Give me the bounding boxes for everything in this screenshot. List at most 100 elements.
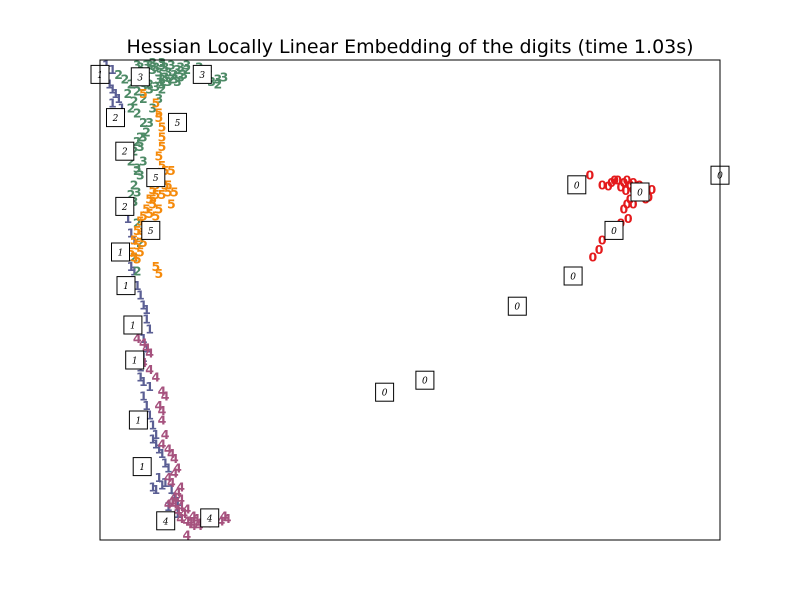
digit-point-0: 0	[616, 180, 625, 195]
thumbnail-frame	[115, 196, 135, 216]
digit-point-3: 3	[161, 69, 170, 84]
digit-point-5: 5	[158, 158, 167, 173]
digit-point-3: 3	[170, 72, 179, 87]
thumbnail-digit: 1	[139, 463, 145, 473]
digit-point-5: 5	[158, 120, 167, 135]
digit-point-4: 4	[151, 369, 160, 384]
digit-point-5: 5	[170, 185, 179, 200]
digit-point-1: 1	[158, 477, 167, 492]
digit-point-5: 5	[136, 228, 145, 243]
digit-point-3: 3	[176, 60, 185, 75]
digit-point-1: 1	[102, 57, 111, 72]
digit-point-4: 4	[195, 518, 204, 533]
digit-point-0: 0	[610, 173, 619, 188]
digit-point-4: 4	[142, 341, 151, 356]
digit-point-5: 5	[130, 233, 139, 248]
digit-point-4: 4	[173, 485, 182, 500]
digit-thumbnail: 2	[115, 141, 135, 161]
digit-point-1: 1	[142, 398, 151, 413]
digit-point-3: 3	[145, 81, 154, 96]
digit-point-5: 5	[133, 252, 142, 267]
digit-point-0: 0	[623, 173, 632, 188]
digit-point-2: 2	[182, 62, 191, 77]
thumbnail-frame	[115, 141, 135, 161]
digit-point-1: 1	[130, 264, 139, 279]
digit-point-3: 3	[158, 72, 167, 87]
digit-point-5: 5	[139, 235, 148, 250]
digit-point-2: 2	[120, 72, 129, 87]
digit-point-2: 2	[158, 81, 167, 96]
digit-thumbnail: 5	[146, 168, 166, 188]
digit-point-4: 4	[133, 331, 142, 346]
digit-point-3: 3	[139, 153, 148, 168]
digit-point-5: 5	[136, 245, 145, 260]
digit-point-4: 4	[155, 398, 164, 413]
digit-point-3: 3	[133, 161, 142, 176]
thumbnail-frame	[111, 242, 130, 262]
digit-point-1: 1	[158, 446, 167, 461]
digit-point-5: 5	[155, 105, 164, 120]
thumbnail-frame	[567, 175, 587, 195]
digit-point-4: 4	[173, 504, 182, 519]
thumbnail-frame	[141, 220, 161, 240]
digit-thumbnail: 1	[111, 242, 130, 262]
digit-point-3: 3	[148, 101, 157, 116]
digit-point-2: 2	[133, 84, 142, 99]
digit-point-1: 1	[133, 278, 142, 293]
digit-point-0: 0	[629, 197, 638, 212]
thumbnail-digit: 1	[130, 322, 136, 332]
digit-point-4: 4	[217, 513, 226, 528]
digit-point-2: 2	[124, 86, 133, 101]
digit-point-5: 5	[155, 266, 164, 281]
digit-point-2: 2	[133, 134, 142, 149]
digit-point-2: 2	[167, 72, 176, 87]
digit-point-4: 4	[170, 451, 179, 466]
digit-point-3: 3	[136, 60, 145, 75]
digit-point-1: 1	[145, 379, 154, 394]
digit-point-0: 0	[620, 201, 629, 216]
digit-point-4: 4	[167, 446, 176, 461]
digit-point-1: 1	[151, 427, 160, 442]
thumbnail-digit: 0	[422, 377, 428, 387]
digit-point-1: 1	[151, 482, 160, 497]
digit-point-4: 4	[179, 506, 188, 521]
digit-point-0: 0	[595, 242, 604, 257]
digit-point-2: 2	[127, 187, 136, 202]
digit-point-3: 3	[173, 74, 182, 89]
digit-point-1: 1	[173, 506, 182, 521]
digit-point-2: 2	[133, 264, 142, 279]
digit-point-4: 4	[167, 494, 176, 509]
digit-point-1: 1	[124, 211, 133, 226]
digit-point-4: 4	[220, 509, 229, 524]
digit-point-3: 3	[220, 69, 229, 84]
chart-title: Hessian Locally Linear Embedding of the …	[126, 36, 693, 58]
digit-point-3: 3	[145, 57, 154, 72]
digit-point-4: 4	[195, 516, 204, 531]
digit-point-4: 4	[161, 389, 170, 404]
digit-point-5: 5	[151, 96, 160, 111]
digit-point-5: 5	[155, 110, 164, 125]
digit-point-5: 5	[142, 201, 151, 216]
digit-point-5: 5	[167, 197, 176, 212]
digit-point-4: 4	[170, 497, 179, 512]
digit-point-2: 2	[136, 235, 145, 250]
digit-point-4: 4	[164, 497, 173, 512]
digit-point-4: 4	[176, 492, 185, 507]
digit-point-0: 0	[626, 177, 635, 192]
digit-point-5: 5	[155, 201, 164, 216]
digit-point-3: 3	[170, 67, 179, 82]
digit-point-1: 1	[155, 470, 164, 485]
digit-thumbnail: 2	[115, 196, 135, 216]
digit-thumbnail: 2	[106, 108, 125, 128]
thumbnail-digit: 2	[112, 114, 119, 124]
thumbnail-frame	[132, 457, 152, 477]
digit-thumbnail: 5	[141, 220, 161, 240]
digit-point-5: 5	[139, 209, 148, 224]
digit-point-4: 4	[164, 441, 173, 456]
digit-point-4: 4	[223, 511, 232, 526]
digit-point-5: 5	[130, 249, 139, 264]
thumbnail-digit: 2	[121, 203, 128, 213]
digit-point-1: 1	[114, 91, 123, 106]
digit-point-4: 4	[182, 513, 191, 528]
digit-point-4: 4	[158, 413, 167, 428]
